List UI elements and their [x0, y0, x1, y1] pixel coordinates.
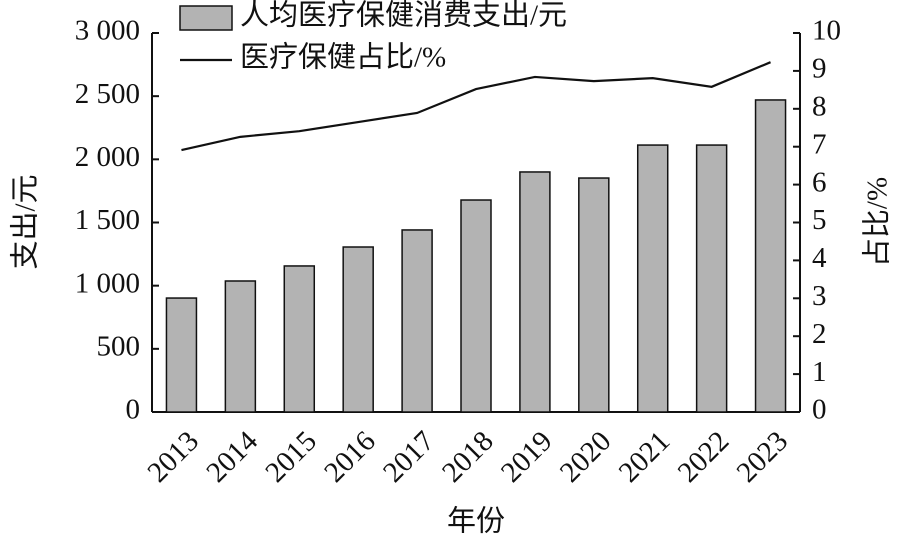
y-tick-label: 2 000	[75, 141, 140, 173]
y2-tick-label: 9	[812, 53, 827, 85]
x-tick-label: 2018	[436, 425, 500, 489]
y-tick-label: 1 500	[75, 204, 140, 236]
bar	[401, 229, 433, 413]
y2-axis-label: 占比/%	[861, 177, 894, 267]
legend-label: 医疗保健占比/%	[240, 41, 446, 74]
y2-tick-label: 7	[812, 128, 827, 160]
y2-tick-label: 6	[812, 166, 827, 198]
legend-swatch	[179, 5, 233, 31]
bar	[695, 144, 728, 413]
x-tick-label: 2021	[613, 425, 677, 489]
bar	[519, 171, 551, 413]
y-tick-label: 3 000	[75, 15, 140, 47]
x-tick-label: 2017	[377, 425, 441, 489]
x-tick-label: 2013	[141, 425, 205, 489]
x-tick-label: 2015	[259, 425, 323, 489]
bar	[224, 280, 257, 413]
y-tick-label: 2 500	[75, 78, 140, 110]
x-axis-label: 年份	[447, 505, 505, 538]
x-tick-label: 2019	[495, 425, 559, 489]
line	[181, 61, 771, 152]
x-tick-label: 2016	[318, 425, 382, 489]
bar	[165, 297, 198, 413]
bar	[578, 177, 610, 413]
x-tick-label: 2014	[200, 425, 264, 489]
y2-tick-label: 1	[812, 356, 827, 388]
y2-tick-label: 0	[812, 394, 827, 426]
y2-tick-label: 3	[812, 280, 827, 312]
bar	[342, 246, 374, 413]
y2-tick-label: 2	[812, 318, 827, 350]
y-tick-label: 500	[97, 330, 141, 362]
x-tick-label: 2020	[554, 425, 618, 489]
x-tick-label: 2023	[731, 425, 795, 489]
y-tick-label: 1 000	[75, 267, 140, 299]
x-tick-label: 2022	[672, 425, 736, 489]
bar	[636, 144, 669, 413]
y-axis-label: 支出/元	[9, 174, 42, 269]
legend-label: 人均医疗保健消费支出/元	[240, 0, 567, 32]
y-tick-label: 0	[126, 394, 141, 426]
y2-tick-label: 4	[812, 242, 827, 274]
bar	[283, 265, 316, 413]
y2-tick-label: 10	[812, 15, 841, 47]
bar	[460, 199, 492, 413]
bar	[754, 99, 787, 413]
y2-tick-label: 8	[812, 90, 827, 122]
y2-tick-label: 5	[812, 204, 827, 236]
